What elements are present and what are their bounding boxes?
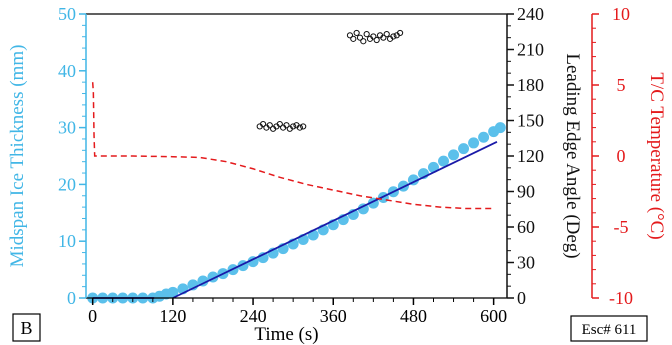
- x-axis-label: Time (s): [254, 324, 318, 345]
- angle-point: [370, 33, 377, 40]
- angle-point: [360, 38, 367, 45]
- plot-area: [87, 29, 506, 304]
- temperature-axis-tick-label: 0: [617, 146, 626, 166]
- angle-point: [296, 124, 303, 131]
- left-axis-tick-label: 0: [67, 288, 76, 308]
- thickness-point: [167, 286, 179, 298]
- angle-point: [300, 123, 307, 130]
- badge-text: Esc# 611: [582, 322, 637, 338]
- angle-point: [396, 29, 404, 37]
- left-axis-tick-label: 10: [58, 231, 76, 251]
- angle-point: [373, 36, 380, 44]
- angle-point: [353, 29, 360, 37]
- angle-point: [290, 123, 297, 130]
- angle-axis-tick-label: 0: [517, 288, 526, 308]
- thickness-point: [448, 149, 460, 161]
- angle-axis-tick-label: 240: [517, 4, 544, 24]
- angle-point: [383, 31, 390, 38]
- thickness-point: [478, 131, 490, 143]
- thickness-point: [494, 122, 506, 134]
- left-axis-label: Midspan Ice Thickness (mm): [7, 45, 28, 268]
- thickness-point: [357, 203, 369, 215]
- angle-point: [276, 120, 283, 128]
- x-axis-tick-label: 240: [240, 306, 267, 326]
- thickness-fit-line: [172, 140, 498, 299]
- left-axis-tick-label: 40: [58, 61, 76, 81]
- angle-point: [283, 122, 290, 129]
- left-axis-tick-label: 30: [58, 118, 76, 138]
- temperature-axis-tick-label: -5: [614, 217, 629, 237]
- angle-point: [363, 31, 370, 38]
- axes: 010203040500306090120150180210240-10-505…: [58, 4, 633, 326]
- left-axis-tick-label: 50: [58, 4, 76, 24]
- thickness-point: [438, 155, 450, 167]
- angle-point: [266, 122, 273, 129]
- angle-axis-label: Leading Edge Angle (Deg): [562, 53, 583, 258]
- thickness-point: [197, 275, 209, 287]
- panel-label-box: B: [12, 313, 41, 342]
- angle-axis-tick-label: 30: [517, 253, 535, 273]
- angle-axis-tick-label: 90: [517, 182, 535, 202]
- x-axis-tick-label: 0: [88, 306, 97, 326]
- angle-point: [390, 33, 397, 40]
- angle-axis-tick-label: 120: [517, 146, 544, 166]
- x-axis-tick-label: 480: [400, 306, 427, 326]
- angle-axis-tick-label: 60: [517, 217, 535, 237]
- temperature-axis-tick-label: 5: [617, 75, 626, 95]
- angle-point: [356, 34, 364, 41]
- panel-label: B: [20, 318, 32, 338]
- x-axis-tick-label: 600: [480, 306, 507, 326]
- temperature-line: [91, 82, 494, 210]
- x-axis-tick-label: 120: [159, 306, 186, 326]
- angle-point: [346, 32, 354, 39]
- thickness-point: [468, 137, 480, 149]
- badge-box: Esc# 611: [570, 315, 648, 342]
- angle-axis-tick-label: 150: [517, 111, 544, 131]
- angle-point: [350, 35, 357, 42]
- thickness-point: [458, 143, 470, 155]
- angle-point: [380, 34, 387, 41]
- temperature-axis-tick-label: 10: [612, 4, 630, 24]
- x-axis-tick-label: 360: [320, 306, 347, 326]
- temperature-axis-tick-label: -10: [609, 288, 633, 308]
- left-axis-tick-label: 20: [58, 174, 76, 194]
- temperature-axis-label: T/C Temperature (°C): [646, 72, 667, 239]
- angle-point: [259, 120, 267, 128]
- angle-axis-tick-label: 180: [517, 75, 544, 95]
- angle-axis-tick-label: 210: [517, 40, 544, 60]
